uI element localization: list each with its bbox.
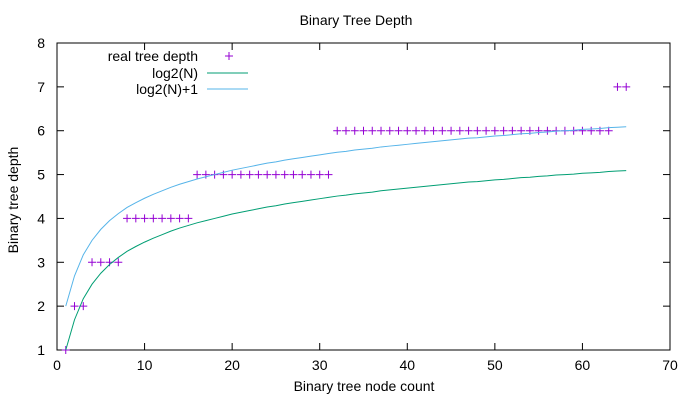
x-tick-label: 40: [399, 357, 415, 373]
y-tick-label: 1: [37, 342, 45, 358]
y-tick-label: 3: [37, 254, 45, 270]
scatter-point: [184, 214, 193, 223]
scatter-point: [88, 258, 97, 267]
legend-marker-sample-0: [225, 52, 233, 60]
scatter-point: [341, 126, 350, 135]
scatter-point: [482, 126, 491, 135]
scatter-point: [394, 126, 403, 135]
scatter-point: [306, 170, 315, 179]
scatter-point: [403, 126, 412, 135]
scatter-point: [613, 82, 622, 91]
scatter-point: [508, 126, 517, 135]
y-tick-label: 4: [37, 210, 45, 226]
scatter-point: [368, 126, 377, 135]
x-tick-label: 30: [312, 357, 328, 373]
scatter-point: [263, 170, 272, 179]
y-tick-label: 6: [37, 123, 45, 139]
scatter-point: [140, 214, 149, 223]
scatter-point: [578, 126, 587, 135]
x-tick-label: 50: [487, 357, 503, 373]
axes-layer: 0 10 20 30 40 50 60 70 1 2 3 4 5 6 7 8: [37, 35, 678, 373]
y-tick-label: 8: [37, 35, 45, 51]
plot-frame: [56, 42, 671, 351]
scatter-point: [61, 346, 70, 354]
scatter-point: [473, 126, 482, 135]
x-tick-label: 10: [137, 357, 153, 373]
scatter-point: [131, 214, 140, 223]
scatter-point: [175, 214, 184, 223]
y-tick-label: 5: [37, 167, 45, 183]
scatter-point: [324, 170, 333, 179]
scatter-point: [298, 170, 307, 179]
scatter-point: [377, 126, 386, 135]
scatter-point: [622, 82, 631, 91]
scatter-point: [236, 170, 245, 179]
scatter-point: [114, 258, 123, 267]
series-layer: [61, 82, 631, 354]
scatter-point: [271, 170, 280, 179]
scatter-point: [254, 170, 263, 179]
scatter-point: [228, 170, 237, 179]
scatter-point: [543, 126, 552, 135]
scatter-point: [333, 126, 342, 135]
scatter-point: [587, 126, 596, 135]
scatter-point: [280, 170, 289, 179]
y-tick-label: 2: [37, 298, 45, 314]
scatter-point: [499, 126, 508, 135]
scatter-point: [412, 126, 421, 135]
series-line-2: [65, 126, 627, 307]
scatter-point: [438, 126, 447, 135]
scatter-point: [166, 214, 175, 223]
y-tick-label: 7: [37, 79, 45, 95]
series-line-1: [65, 170, 627, 351]
scatter-point: [490, 126, 499, 135]
x-axis-label: Binary tree node count: [294, 378, 435, 394]
legend-label-0: real tree depth: [108, 48, 198, 64]
scatter-point: [350, 126, 359, 135]
scatter-point: [149, 214, 158, 223]
x-tick-label: 0: [53, 357, 61, 373]
scatter-point: [315, 170, 324, 179]
scatter-point: [385, 126, 394, 135]
series-markers-0: [61, 82, 631, 354]
scatter-point: [70, 302, 79, 311]
scatter-point: [158, 214, 167, 223]
legend-label-1: log2(N): [152, 65, 198, 81]
scatter-point: [245, 170, 254, 179]
x-tick-label: 60: [575, 357, 591, 373]
x-tick-label: 20: [224, 357, 240, 373]
scatter-point: [193, 170, 202, 179]
scatter-point: [96, 258, 105, 267]
scatter-point: [534, 126, 543, 135]
scatter-point: [455, 126, 464, 135]
scatter-point: [359, 126, 368, 135]
legend-label-2: log2(N)+1: [136, 81, 198, 97]
chart-title: Binary Tree Depth: [300, 12, 413, 28]
x-tick-label: 70: [662, 357, 678, 373]
scatter-point: [464, 126, 473, 135]
scatter-point: [289, 170, 298, 179]
scatter-point: [123, 214, 132, 223]
scatter-point: [447, 126, 456, 135]
scatter-point: [429, 126, 438, 135]
scatter-point: [420, 126, 429, 135]
y-axis-label: Binary tree depth: [5, 147, 21, 254]
